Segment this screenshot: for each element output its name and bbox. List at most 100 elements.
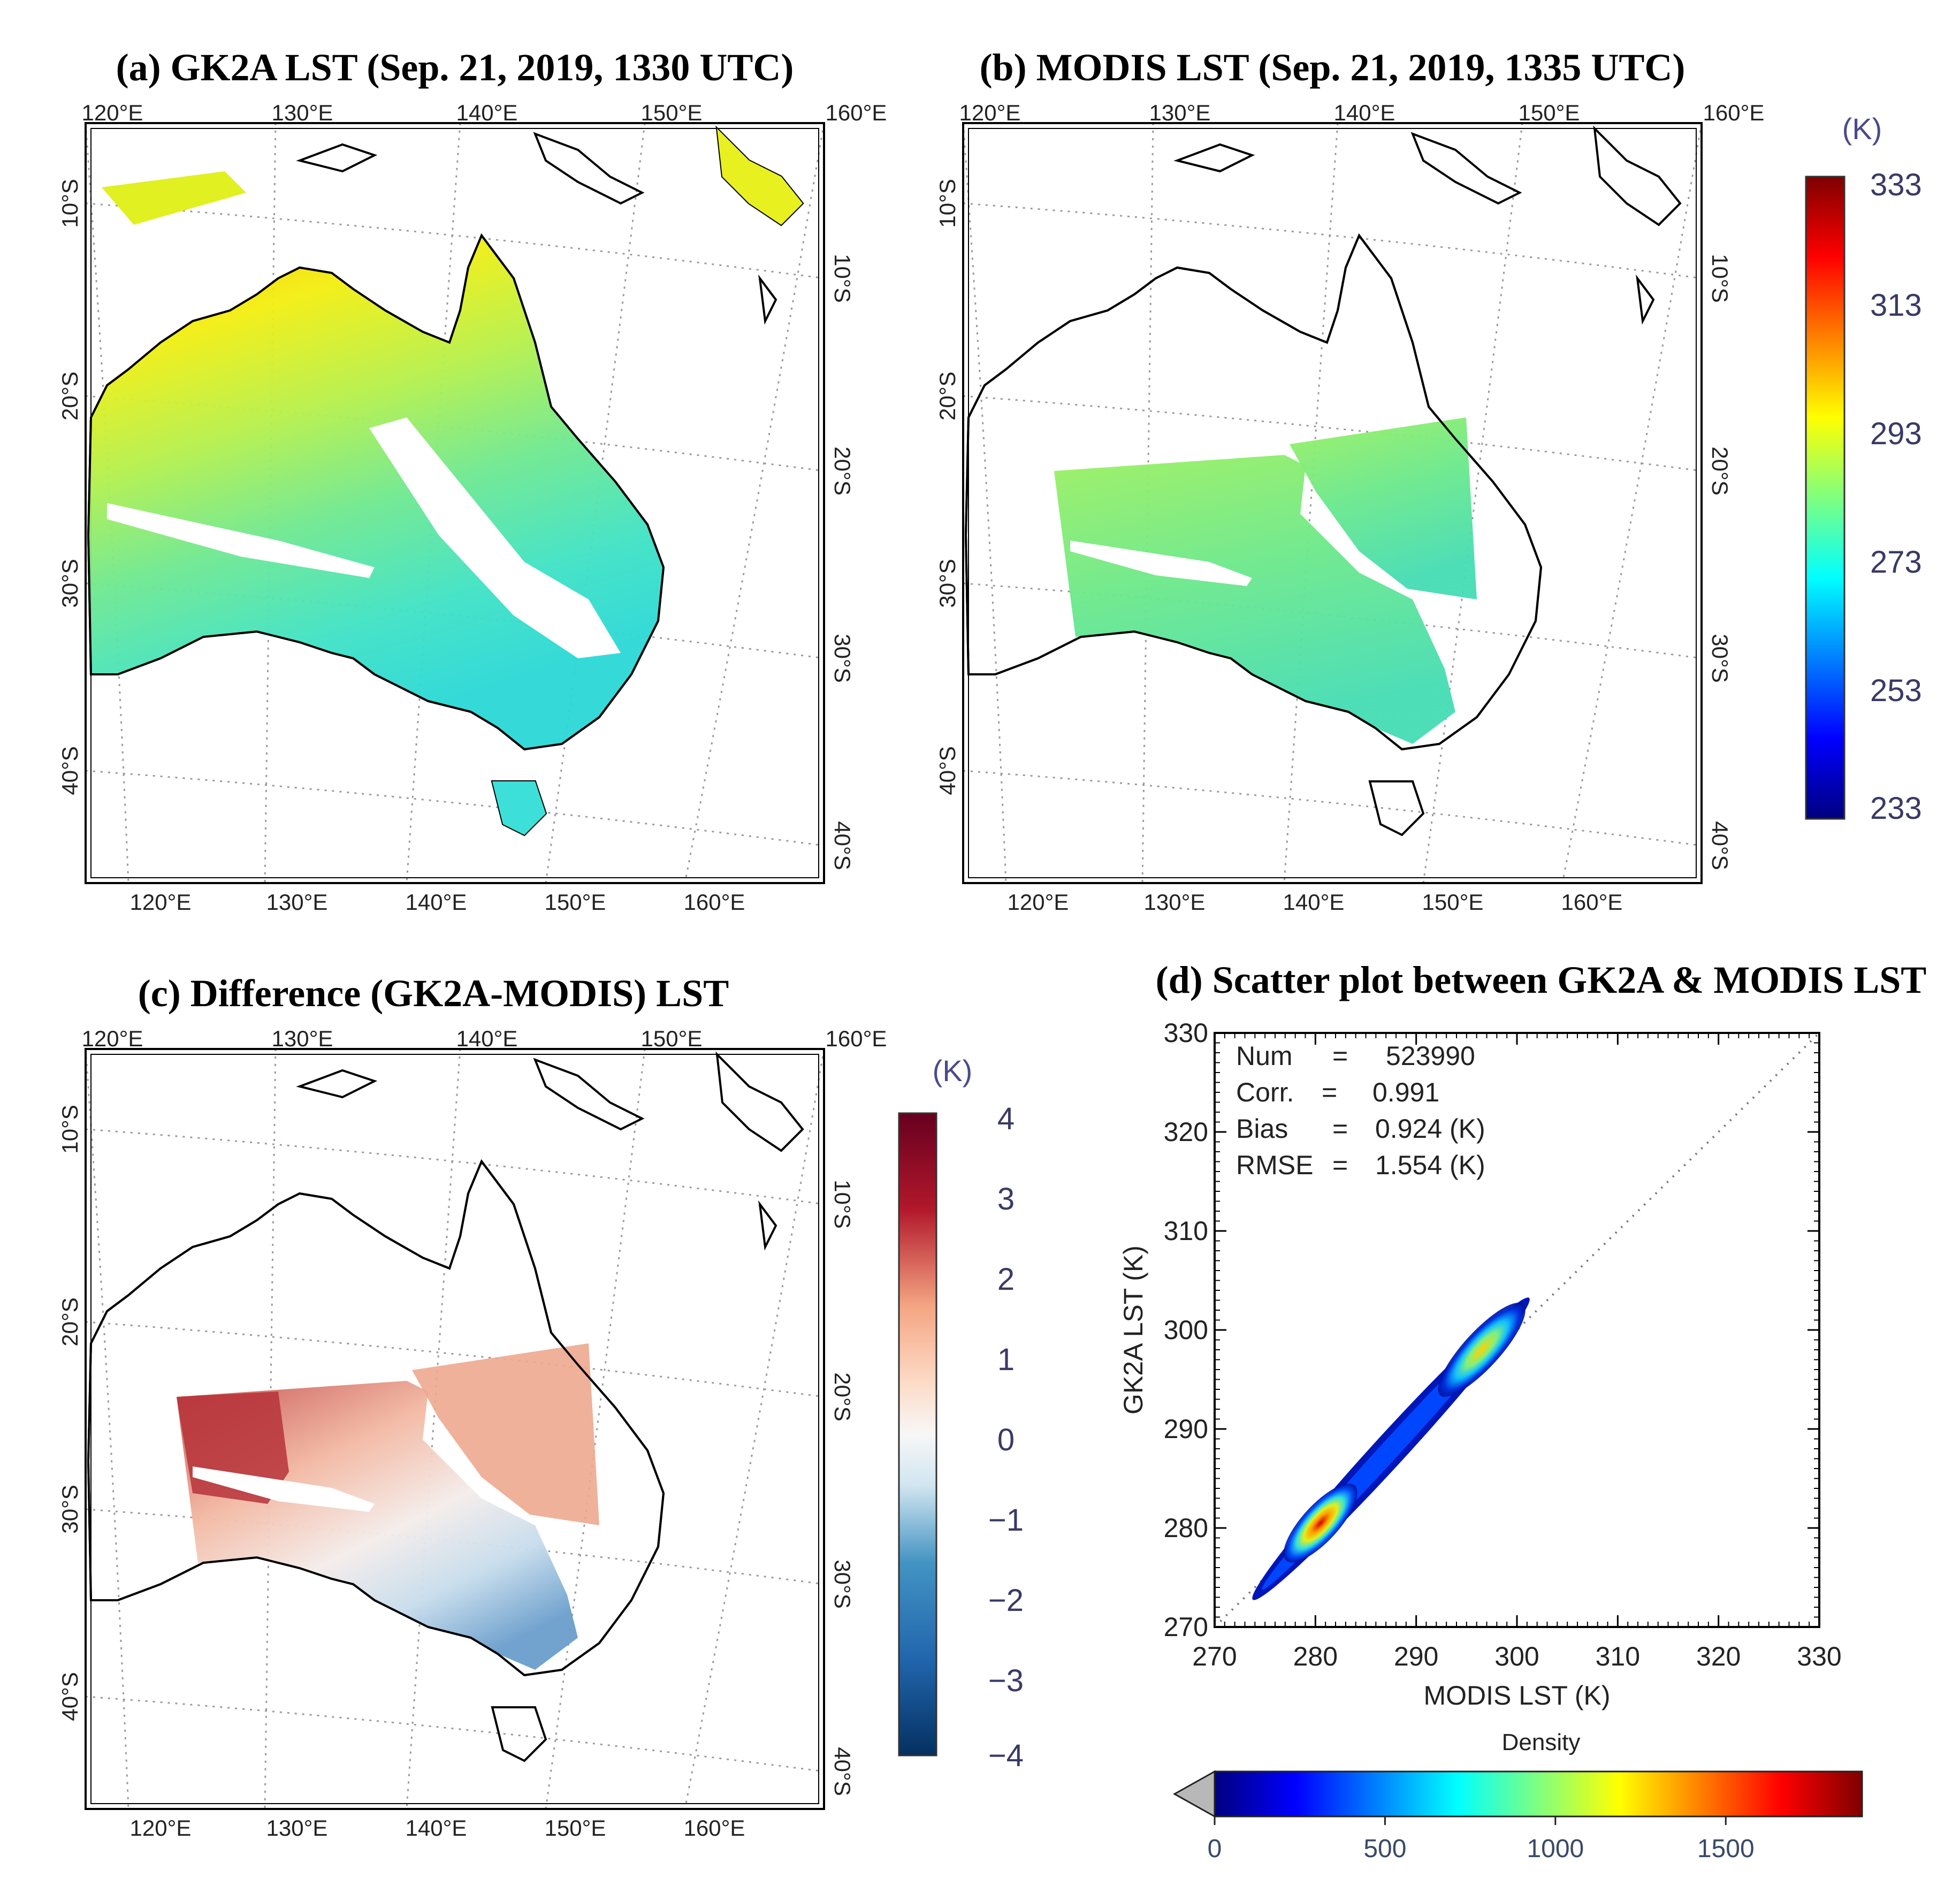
panel-a-island-tas bbox=[492, 781, 546, 835]
y-tick-labels: 270 280 290 300 310 320 330 bbox=[1164, 1018, 1208, 1642]
lat-tick-label: 40°S bbox=[935, 746, 960, 795]
lat-tick-label: 30°S bbox=[57, 559, 82, 608]
lon-tick-label: 140°E bbox=[1283, 889, 1345, 915]
diff-colorbar-tick: −1 bbox=[988, 1503, 1024, 1538]
lat-tick-label: 30°S bbox=[1707, 634, 1733, 683]
stat-bias-value: 0.924 (K) bbox=[1375, 1114, 1485, 1144]
lst-colorbar-tick: 233 bbox=[1870, 791, 1922, 826]
panel-b-cloud-gap bbox=[1070, 541, 1252, 586]
lst-colorbar-tick: 333 bbox=[1870, 168, 1922, 202]
density-peak bbox=[1438, 1303, 1526, 1397]
y-tick-label: 280 bbox=[1164, 1513, 1208, 1543]
lat-tick-label: 20°S bbox=[1707, 446, 1733, 496]
y-tick-label: 330 bbox=[1164, 1018, 1208, 1048]
lon-tick-label: 130°E bbox=[272, 100, 333, 125]
lon-tick-label: 160°E bbox=[684, 889, 745, 915]
lat-tick-label: 10°S bbox=[57, 179, 82, 228]
lst-colorbar-unit: (K) bbox=[1842, 112, 1882, 146]
density-colorbar-ticks: 0 500 1000 1500 bbox=[1208, 1816, 1755, 1863]
stat-rmse-label: RMSE bbox=[1236, 1150, 1313, 1180]
panel-b-coastline bbox=[962, 122, 1703, 884]
lon-tick-label: 160°E bbox=[1561, 889, 1623, 915]
density-colorbar-tick: 1500 bbox=[1697, 1835, 1755, 1863]
y-tick-label: 300 bbox=[1164, 1315, 1208, 1345]
panel-a-coastline bbox=[85, 122, 825, 884]
density-colorbar: Density 0 500 1000 1500 bbox=[1172, 1729, 1863, 1863]
panel-a-island-indo bbox=[102, 171, 246, 225]
lat-tick-label: 40°S bbox=[830, 1747, 855, 1796]
panel-b-title: (b) MODIS LST (Sep. 21, 2019, 1335 UTC) bbox=[980, 46, 1686, 89]
panel-c: (c) Difference (GK2A-MODIS) LST 120°E 13… bbox=[57, 972, 887, 1841]
lon-tick-label: 160°E bbox=[826, 100, 887, 125]
lat-tick-label: 20°S bbox=[830, 1372, 855, 1421]
lon-tick-label: 150°E bbox=[545, 889, 606, 915]
diff-colorbar-tick: −3 bbox=[988, 1663, 1024, 1698]
x-tick-label: 310 bbox=[1596, 1641, 1640, 1671]
panel-c-coastline bbox=[85, 1048, 825, 1810]
density-colorbar-tick: 1000 bbox=[1527, 1835, 1584, 1863]
panel-a-cloud-gap bbox=[369, 417, 621, 658]
x-axis-label: MODIS LST (K) bbox=[1423, 1681, 1610, 1710]
diff-colorbar-tick: 0 bbox=[997, 1423, 1015, 1457]
x-tick-label: 270 bbox=[1192, 1641, 1237, 1671]
scatter-ticks bbox=[1214, 1032, 1820, 1628]
panel-a-cloud-gap bbox=[107, 503, 375, 578]
stat-rmse-value: 1.554 (K) bbox=[1375, 1150, 1485, 1180]
lat-tick-label: 30°S bbox=[57, 1485, 82, 1534]
density-colorbar-label: Density bbox=[1502, 1729, 1581, 1755]
lat-tick-label: 40°S bbox=[57, 746, 82, 795]
lon-tick-label: 130°E bbox=[266, 889, 328, 915]
stat-eq: = bbox=[1332, 1114, 1348, 1144]
x-tick-label: 300 bbox=[1494, 1641, 1539, 1671]
y-tick-label: 320 bbox=[1164, 1117, 1208, 1147]
lat-tick-label: 20°S bbox=[830, 446, 855, 496]
density-colorbar-ramp bbox=[1214, 1770, 1863, 1818]
stat-bias-label: Bias bbox=[1236, 1114, 1288, 1144]
lat-tick-label: 20°S bbox=[935, 371, 960, 421]
lon-tick-label: 150°E bbox=[641, 1026, 703, 1051]
diff-colorbar-tick: 1 bbox=[997, 1342, 1015, 1377]
lon-tick-label: 120°E bbox=[959, 100, 1021, 125]
lon-tick-label: 120°E bbox=[130, 889, 192, 915]
lon-tick-label: 130°E bbox=[266, 1815, 328, 1841]
lat-tick-label: 10°S bbox=[1707, 254, 1733, 303]
panel-a: (a) GK2A LST (Sep. 21, 2019, 1330 UTC) 1… bbox=[57, 46, 887, 915]
panel-a-title: (a) GK2A LST (Sep. 21, 2019, 1330 UTC) bbox=[116, 46, 794, 89]
lon-tick-label: 130°E bbox=[272, 1026, 333, 1051]
lat-tick-label: 40°S bbox=[830, 821, 855, 870]
stat-eq: = bbox=[1322, 1077, 1337, 1107]
lst-colorbar: (K) 333 313 293 273 253 233 bbox=[1805, 112, 1922, 826]
panel-c-diff-field bbox=[412, 1343, 599, 1525]
x-tick-label: 280 bbox=[1293, 1641, 1338, 1671]
y-tick-label: 290 bbox=[1164, 1414, 1208, 1444]
lat-tick-label: 20°S bbox=[57, 1297, 82, 1347]
stat-eq: = bbox=[1332, 1150, 1348, 1180]
density-cloud bbox=[1252, 1297, 1530, 1600]
x-tick-label: 290 bbox=[1394, 1641, 1438, 1671]
lon-tick-label: 130°E bbox=[1149, 100, 1211, 125]
lat-tick-label: 30°S bbox=[935, 559, 960, 608]
lst-colorbar-tick: 253 bbox=[1870, 673, 1922, 708]
x-tick-label: 330 bbox=[1797, 1641, 1841, 1671]
lon-tick-label: 160°E bbox=[684, 1815, 745, 1841]
lon-tick-label: 140°E bbox=[406, 1815, 467, 1841]
lat-tick-label: 40°S bbox=[1707, 821, 1733, 870]
lst-colorbar-tick: 293 bbox=[1870, 416, 1922, 451]
panel-b-modis-swath bbox=[1290, 417, 1477, 599]
y-tick-label: 310 bbox=[1164, 1216, 1208, 1246]
lon-tick-label: 150°E bbox=[641, 100, 703, 125]
lat-tick-label: 30°S bbox=[830, 1560, 855, 1609]
diff-colorbar-tick: 2 bbox=[997, 1262, 1015, 1297]
lat-tick-label: 10°S bbox=[57, 1105, 82, 1154]
lon-tick-label: 150°E bbox=[1519, 100, 1580, 125]
diff-colorbar: (K) 4 3 2 1 0 −1 −2 −3 −4 bbox=[898, 1054, 1024, 1773]
lat-tick-label: 10°S bbox=[830, 1180, 855, 1229]
stat-eq: = bbox=[1332, 1041, 1348, 1071]
diff-colorbar-tick: 3 bbox=[997, 1182, 1015, 1216]
lat-tick-label: 20°S bbox=[57, 371, 82, 421]
density-colorbar-underflow bbox=[1172, 1770, 1216, 1818]
lon-tick-label: 160°E bbox=[826, 1026, 887, 1051]
panel-c-title: (c) Difference (GK2A-MODIS) LST bbox=[138, 972, 729, 1015]
panel-d: (d) Scatter plot between GK2A & MODIS LS… bbox=[1118, 959, 1926, 1863]
